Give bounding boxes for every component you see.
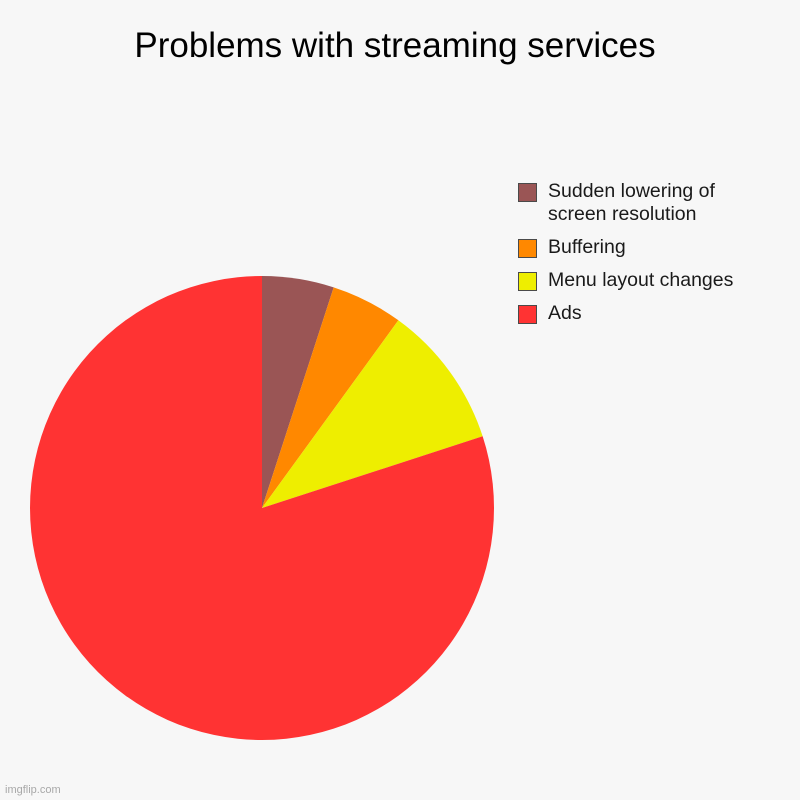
pie-slice-sudden-lowering-of-screen-resolution — [262, 276, 334, 508]
legend: Sudden lowering of screen resolution Buff… — [518, 180, 788, 335]
watermark: imgflip.com — [5, 784, 61, 796]
legend-item-sudden-lowering-of-screen-resolution: Sudden lowering of screen resolution — [518, 180, 788, 226]
legend-swatch — [518, 272, 537, 291]
pie-slice-ads — [30, 276, 495, 741]
legend-item-buffering: Buffering — [518, 236, 788, 259]
chart-title: Problems with streaming services — [134, 26, 656, 65]
legend-swatch — [518, 305, 537, 324]
legend-label: Sudden lowering of screen resolution — [548, 180, 715, 225]
legend-label: Buffering — [548, 236, 626, 258]
pie-slice-buffering — [262, 287, 399, 508]
legend-label: Menu layout changes — [548, 269, 734, 291]
legend-label: Ads — [548, 302, 582, 324]
legend-item-menu-layout-changes: Menu layout changes — [518, 269, 788, 292]
legend-item-ads: Ads — [518, 302, 788, 325]
legend-swatch — [518, 183, 537, 202]
pie-slice-menu-layout-changes — [262, 320, 483, 508]
legend-swatch — [518, 239, 537, 258]
